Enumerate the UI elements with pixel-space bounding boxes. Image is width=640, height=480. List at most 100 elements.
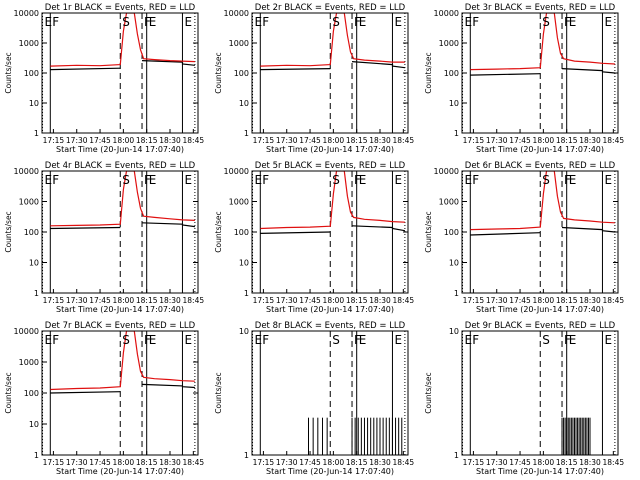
y-tick-label: 1 bbox=[244, 129, 249, 138]
x-tick-label: 18:15 bbox=[346, 458, 368, 467]
marker-label: F bbox=[52, 15, 59, 29]
x-tick-label: 18:00 bbox=[533, 296, 555, 305]
series-line-lld bbox=[470, 171, 615, 231]
y-tick-label: 10000 bbox=[14, 9, 39, 18]
y-tick-label: 100 bbox=[234, 228, 249, 237]
x-tick-label: 18:30 bbox=[159, 136, 181, 145]
x-tick-label: 17:30 bbox=[486, 136, 508, 145]
x-tick-label: 18:45 bbox=[393, 458, 415, 467]
marker-label: F bbox=[52, 173, 59, 187]
marker-label: E bbox=[465, 15, 473, 29]
y-tick-label: 1 bbox=[34, 451, 39, 460]
x-tick-label: 18:00 bbox=[113, 458, 135, 467]
y-tick-label: 10 bbox=[29, 99, 39, 108]
x-tick-label: 17:15 bbox=[463, 136, 485, 145]
x-tick-label: 17:45 bbox=[509, 136, 531, 145]
y-tick-label: 1 bbox=[244, 451, 249, 460]
y-tick-label: 10000 bbox=[224, 167, 249, 176]
marker-label: F bbox=[262, 173, 269, 187]
marker-label: F bbox=[144, 173, 151, 187]
x-tick-label: 17:30 bbox=[66, 458, 88, 467]
series-line-events bbox=[470, 226, 615, 236]
y-tick-label: 10000 bbox=[14, 327, 39, 336]
chart-title: Det 1r BLACK = Events, RED = LLD bbox=[45, 3, 196, 13]
plot-frame bbox=[461, 330, 619, 456]
x-tick-label: 17:15 bbox=[463, 458, 485, 467]
x-tick-label: 17:15 bbox=[43, 458, 65, 467]
x-axis-label: Start Time (20-Jun-14 17:07:40) bbox=[476, 305, 604, 314]
x-tick-label: 18:00 bbox=[323, 136, 345, 145]
chart-title: Det 2r BLACK = Events, RED = LLD bbox=[255, 3, 406, 13]
x-axis-label: Start Time (20-Jun-14 17:07:40) bbox=[476, 145, 604, 154]
x-tick-label: 18:30 bbox=[369, 296, 391, 305]
x-tick-label: 18:00 bbox=[323, 296, 345, 305]
y-tick-label: 1000 bbox=[439, 198, 459, 207]
x-tick-label: 18:45 bbox=[603, 458, 625, 467]
marker-label: S bbox=[332, 333, 340, 347]
marker-label: F bbox=[144, 15, 151, 29]
y-tick-label: 1000 bbox=[229, 198, 249, 207]
y-axis-label: Counts/sec bbox=[214, 211, 223, 252]
x-tick-label: 18:30 bbox=[579, 458, 601, 467]
x-tick-label: 18:00 bbox=[323, 458, 345, 467]
x-tick-label: 18:15 bbox=[556, 136, 578, 145]
x-axis-label: Start Time (20-Jun-14 17:07:40) bbox=[266, 467, 394, 476]
series-line-events bbox=[470, 68, 615, 76]
x-tick-label: 17:15 bbox=[253, 136, 275, 145]
x-tick-label: 18:30 bbox=[579, 136, 601, 145]
x-tick-label: 17:30 bbox=[276, 296, 298, 305]
y-tick-label: 10 bbox=[449, 327, 459, 336]
series-line-lld bbox=[50, 331, 195, 391]
x-tick-label: 17:30 bbox=[66, 296, 88, 305]
marker-label: E bbox=[569, 333, 577, 347]
y-tick-label: 10000 bbox=[224, 9, 249, 18]
y-tick-label: 10 bbox=[449, 99, 459, 108]
series-line-lld bbox=[260, 13, 405, 67]
x-axis-label: Start Time (20-Jun-14 17:07:40) bbox=[266, 305, 394, 314]
marker-label: E bbox=[45, 15, 53, 29]
marker-label: F bbox=[354, 173, 361, 187]
x-tick-label: 18:15 bbox=[346, 296, 368, 305]
marker-label: E bbox=[45, 333, 53, 347]
marker-label: E bbox=[359, 333, 367, 347]
x-tick-label: 18:45 bbox=[393, 136, 415, 145]
x-tick-label: 18:00 bbox=[533, 136, 555, 145]
x-tick-label: 17:30 bbox=[486, 458, 508, 467]
marker-label: E bbox=[359, 15, 367, 29]
series-line-events bbox=[50, 222, 195, 230]
marker-label: F bbox=[262, 333, 269, 347]
marker-label: E bbox=[569, 173, 577, 187]
x-axis-label: Start Time (20-Jun-14 17:07:40) bbox=[56, 467, 184, 476]
series-line-lld bbox=[50, 171, 195, 227]
marker-label: E bbox=[149, 15, 157, 29]
x-tick-label: 18:30 bbox=[159, 296, 181, 305]
y-axis-label: Counts/sec bbox=[424, 372, 433, 413]
chart-title: Det 4r BLACK = Events, RED = LLD bbox=[45, 161, 196, 171]
marker-label: F bbox=[564, 173, 571, 187]
marker-label: S bbox=[332, 15, 340, 29]
marker-label: E bbox=[255, 15, 263, 29]
x-axis-label: Start Time (20-Jun-14 17:07:40) bbox=[56, 145, 184, 154]
y-tick-label: 100 bbox=[24, 69, 39, 78]
x-tick-label: 18:45 bbox=[603, 136, 625, 145]
series-line-lld bbox=[50, 13, 195, 67]
marker-label: E bbox=[149, 173, 157, 187]
y-tick-label: 10000 bbox=[434, 167, 459, 176]
marker-label: F bbox=[52, 333, 59, 347]
x-tick-label: 18:45 bbox=[393, 296, 415, 305]
x-tick-label: 18:15 bbox=[136, 458, 158, 467]
y-tick-label: 1000 bbox=[19, 358, 39, 367]
marker-label: F bbox=[472, 333, 479, 347]
y-tick-label: 10 bbox=[239, 259, 249, 268]
marker-label: S bbox=[542, 15, 550, 29]
marker-label: S bbox=[542, 333, 550, 347]
plot-area bbox=[42, 171, 196, 293]
y-tick-label: 1 bbox=[244, 289, 249, 298]
y-axis-label: Counts/sec bbox=[214, 52, 223, 93]
x-tick-label: 18:15 bbox=[136, 136, 158, 145]
marker-label: E bbox=[255, 173, 263, 187]
marker-label: E bbox=[465, 173, 473, 187]
